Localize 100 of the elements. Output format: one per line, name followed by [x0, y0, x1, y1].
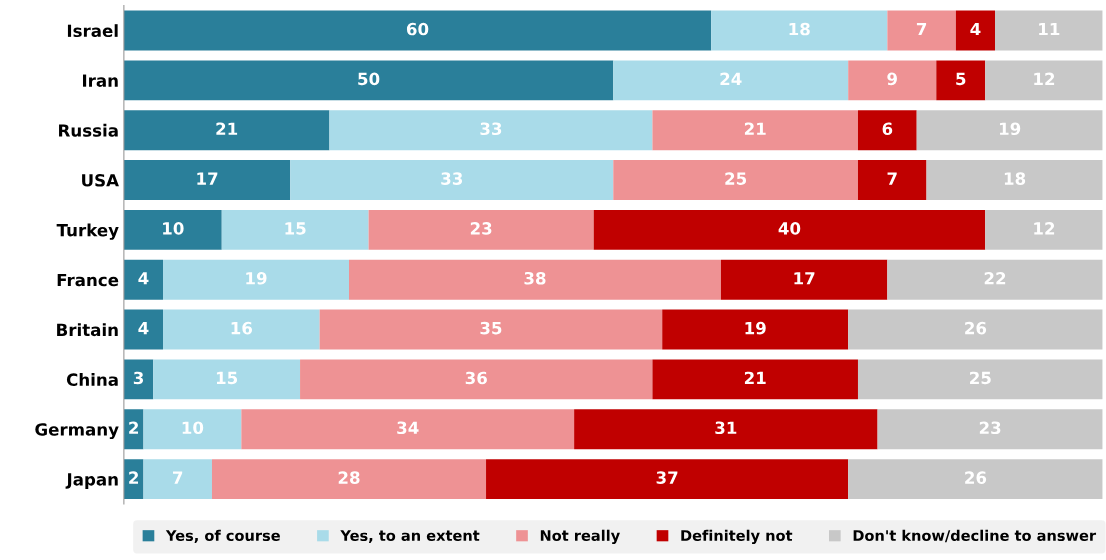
- data-label: 4: [970, 22, 981, 36]
- bar: [985, 60, 1103, 101]
- bar: [613, 160, 858, 200]
- data-label: 34: [397, 421, 419, 435]
- data-label: 10: [182, 421, 204, 435]
- data-label: 21: [744, 371, 766, 384]
- data-label: 15: [216, 371, 238, 385]
- data-label: 40: [778, 222, 801, 235]
- bar: [123, 110, 330, 151]
- bar: [652, 359, 858, 400]
- bar: [857, 359, 1103, 400]
- bar: [123, 10, 712, 51]
- bar: [123, 60, 614, 101]
- bar: [221, 209, 369, 250]
- y-tick-label: Israel: [67, 24, 118, 38]
- bar: [955, 10, 996, 51]
- data-label: 4: [138, 272, 149, 285]
- bar: [143, 459, 212, 500]
- legend-label: Yes, to an extent: [340, 530, 480, 543]
- data-label: 3: [133, 371, 144, 385]
- data-label: 5: [956, 72, 966, 86]
- bar: [916, 110, 1103, 151]
- legend-label: Not really: [540, 529, 620, 544]
- bar: [123, 359, 154, 400]
- data-label: 18: [789, 22, 810, 36]
- data-label: 17: [197, 172, 218, 185]
- data-label: 33: [441, 172, 463, 185]
- data-label: 35: [480, 321, 502, 335]
- bar: [613, 60, 849, 101]
- data-label: 23: [470, 222, 492, 235]
- data-label: 21: [744, 122, 766, 135]
- data-label: 2: [129, 421, 139, 434]
- data-label: 16: [231, 321, 253, 335]
- bar: [300, 359, 653, 400]
- bar: [720, 259, 888, 300]
- bar: [662, 309, 849, 350]
- bar: [711, 10, 888, 51]
- y-tick-label: France: [57, 273, 119, 287]
- data-label: 37: [656, 471, 678, 484]
- data-label: 28: [338, 471, 360, 484]
- data-label: 2: [129, 471, 139, 484]
- data-label: 60: [406, 22, 429, 36]
- data-label: 7: [887, 172, 897, 185]
- bar: [123, 160, 291, 200]
- bar: [211, 459, 487, 500]
- bar: [123, 209, 222, 250]
- data-label: 7: [916, 22, 927, 36]
- bar: [574, 409, 878, 450]
- bar: [163, 309, 320, 350]
- y-tick-label: Russia: [59, 123, 118, 137]
- bar: [926, 160, 1103, 200]
- data-label: 10: [163, 222, 184, 235]
- data-label: 6: [882, 122, 893, 136]
- data-label: 15: [285, 222, 306, 235]
- bar: [123, 309, 164, 350]
- bar: [857, 110, 917, 151]
- legend-label: Don't know/decline to answer: [853, 529, 1097, 543]
- y-tick-label: Germany: [35, 423, 119, 440]
- bar: [936, 60, 986, 101]
- bar: [848, 459, 1103, 500]
- bar: [985, 209, 1103, 250]
- y-tick-label: Japan: [65, 473, 118, 489]
- bar: [652, 110, 858, 151]
- data-label: 17: [794, 272, 815, 285]
- bar: [486, 459, 849, 500]
- bar: [123, 259, 164, 300]
- legend-label: Definitely not: [681, 529, 793, 544]
- data-label: 4: [138, 322, 149, 335]
- bar: [329, 110, 653, 151]
- bar: [143, 409, 242, 450]
- bar: [290, 160, 614, 200]
- bar: [848, 60, 937, 101]
- bar: [368, 209, 594, 250]
- bar: [877, 409, 1103, 450]
- bar: [241, 409, 575, 450]
- data-label: 9: [887, 72, 897, 86]
- data-label: 25: [725, 172, 747, 185]
- data-label: 24: [720, 72, 742, 85]
- bar: [887, 259, 1103, 300]
- data-label: 50: [358, 72, 380, 86]
- data-label: 7: [173, 471, 183, 484]
- bar: [349, 259, 721, 300]
- bar: [887, 10, 956, 51]
- bar: [593, 209, 986, 250]
- y-tick-label: USA: [82, 174, 119, 187]
- bar: [153, 359, 301, 400]
- bar: [319, 309, 663, 350]
- data-label: 36: [465, 371, 487, 385]
- y-tick-label: Britain: [57, 323, 118, 337]
- bar: [857, 160, 927, 200]
- legend-label: Yes, of course: [165, 529, 280, 543]
- y-tick-label: China: [66, 373, 118, 386]
- data-label: 21: [216, 122, 238, 135]
- bar: [848, 309, 1103, 350]
- y-tick-label: Iran: [83, 74, 118, 87]
- data-label: 38: [524, 271, 546, 285]
- y-tick-label: Turkey: [56, 223, 119, 240]
- data-label: 19: [745, 321, 766, 335]
- bar: [163, 259, 349, 300]
- data-label: 33: [480, 122, 502, 136]
